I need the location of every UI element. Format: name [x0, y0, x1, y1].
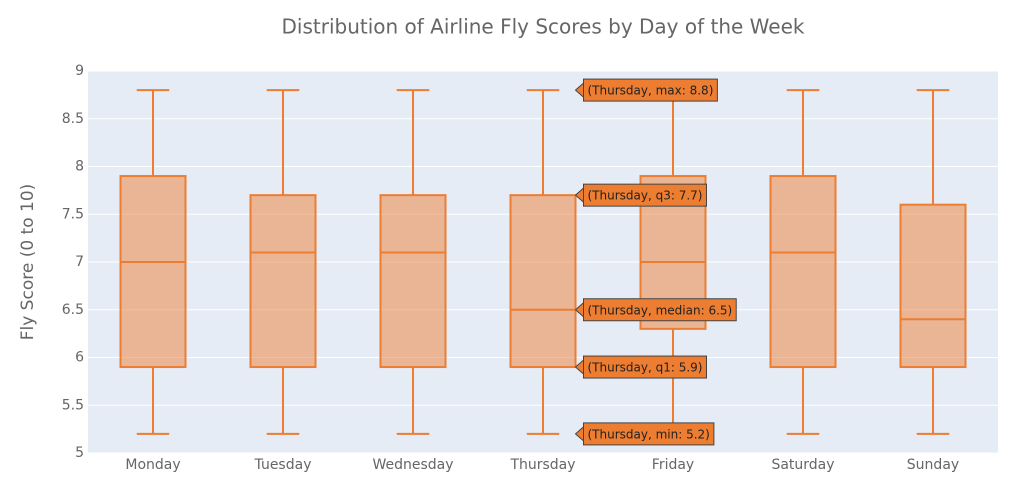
- x-tick-label: Thursday: [509, 457, 575, 473]
- y-tick-label: 7.5: [62, 206, 84, 222]
- x-tick-label: Saturday: [771, 457, 834, 473]
- hover-label: (Thursday, max: 8.8): [588, 84, 714, 98]
- box: [769, 175, 837, 369]
- y-tick-label: 8.5: [62, 111, 84, 127]
- x-tick-label: Sunday: [907, 457, 959, 473]
- x-tick-label: Friday: [652, 457, 694, 473]
- hover-box: [583, 183, 707, 207]
- hover-box: [583, 78, 718, 102]
- chart-title: Distribution of Airline Fly Scores by Da…: [282, 15, 805, 39]
- hover-label: (Thursday, median: 6.5): [588, 303, 733, 317]
- y-tick-label: 5: [75, 445, 84, 461]
- y-axis-title: Fly Score (0 to 10): [18, 184, 38, 341]
- y-tick-label: 5.5: [62, 397, 84, 413]
- y-tick-label: 9: [75, 63, 84, 79]
- box: [119, 175, 187, 369]
- y-tick-label: 8: [75, 159, 84, 175]
- hover-box: [583, 298, 737, 322]
- y-tick-label: 6.5: [62, 302, 84, 318]
- y-tick-label: 6: [75, 350, 84, 366]
- x-tick-label: Tuesday: [254, 457, 312, 473]
- hover-box: [583, 355, 707, 379]
- box: [379, 194, 447, 369]
- y-tick-label: 7: [75, 254, 84, 270]
- box: [899, 203, 967, 369]
- x-tick-label: Monday: [125, 457, 180, 473]
- x-tick-label: Wednesday: [372, 457, 453, 473]
- hover-label: (Thursday, q3: 7.7): [588, 189, 703, 203]
- hover-label: (Thursday, min: 5.2): [588, 427, 710, 441]
- box: [509, 194, 577, 369]
- hover-label: (Thursday, q1: 5.9): [588, 361, 703, 375]
- box: [249, 194, 317, 369]
- hover-box: [583, 422, 715, 446]
